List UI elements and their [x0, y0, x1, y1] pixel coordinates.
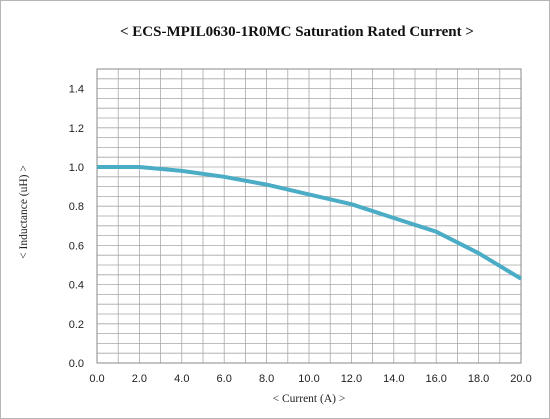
- x-tick-label: 2.0: [132, 373, 147, 385]
- x-tick-label: 14.0: [383, 373, 404, 385]
- x-tick-label: 10.0: [298, 373, 319, 385]
- x-tick-label: 12.0: [341, 373, 362, 385]
- grid: [96, 68, 522, 364]
- series-line: [97, 165, 523, 281]
- chart-title: < ECS-MPIL0630-1R0MC Saturation Rated Cu…: [120, 24, 474, 40]
- y-axis-label: < Inductance (uH) >: [18, 165, 30, 259]
- y-tick-label: 0.8: [69, 201, 84, 213]
- y-tick-label: 0.4: [69, 280, 84, 292]
- series-layer: [97, 165, 523, 281]
- y-tick-label: 0.6: [69, 240, 84, 252]
- plot-border: [96, 68, 522, 364]
- y-tick-label: 1.4: [69, 84, 84, 96]
- x-tick-label: 8.0: [259, 373, 274, 385]
- x-tick-label: 20.0: [510, 373, 531, 385]
- x-axis-label: < Current (A) >: [273, 393, 346, 405]
- y-tick-label: 1.0: [69, 162, 84, 174]
- y-tick-label: 0.0: [69, 358, 84, 370]
- x-tick-label: 4.0: [174, 373, 189, 385]
- y-tick-label: 0.2: [69, 319, 84, 331]
- y-tick-label: 1.2: [69, 123, 84, 135]
- x-tick-label: 6.0: [217, 373, 232, 385]
- tick-labels: 0.0 2.0 4.0 6.0 8.0 10.0 12.0 14.0 16.0 18.0 20.0 0…: [69, 84, 532, 385]
- x-tick-label: 0.0: [89, 373, 104, 385]
- x-tick-label: 18.0: [468, 373, 489, 385]
- x-tick-label: 16.0: [425, 373, 446, 385]
